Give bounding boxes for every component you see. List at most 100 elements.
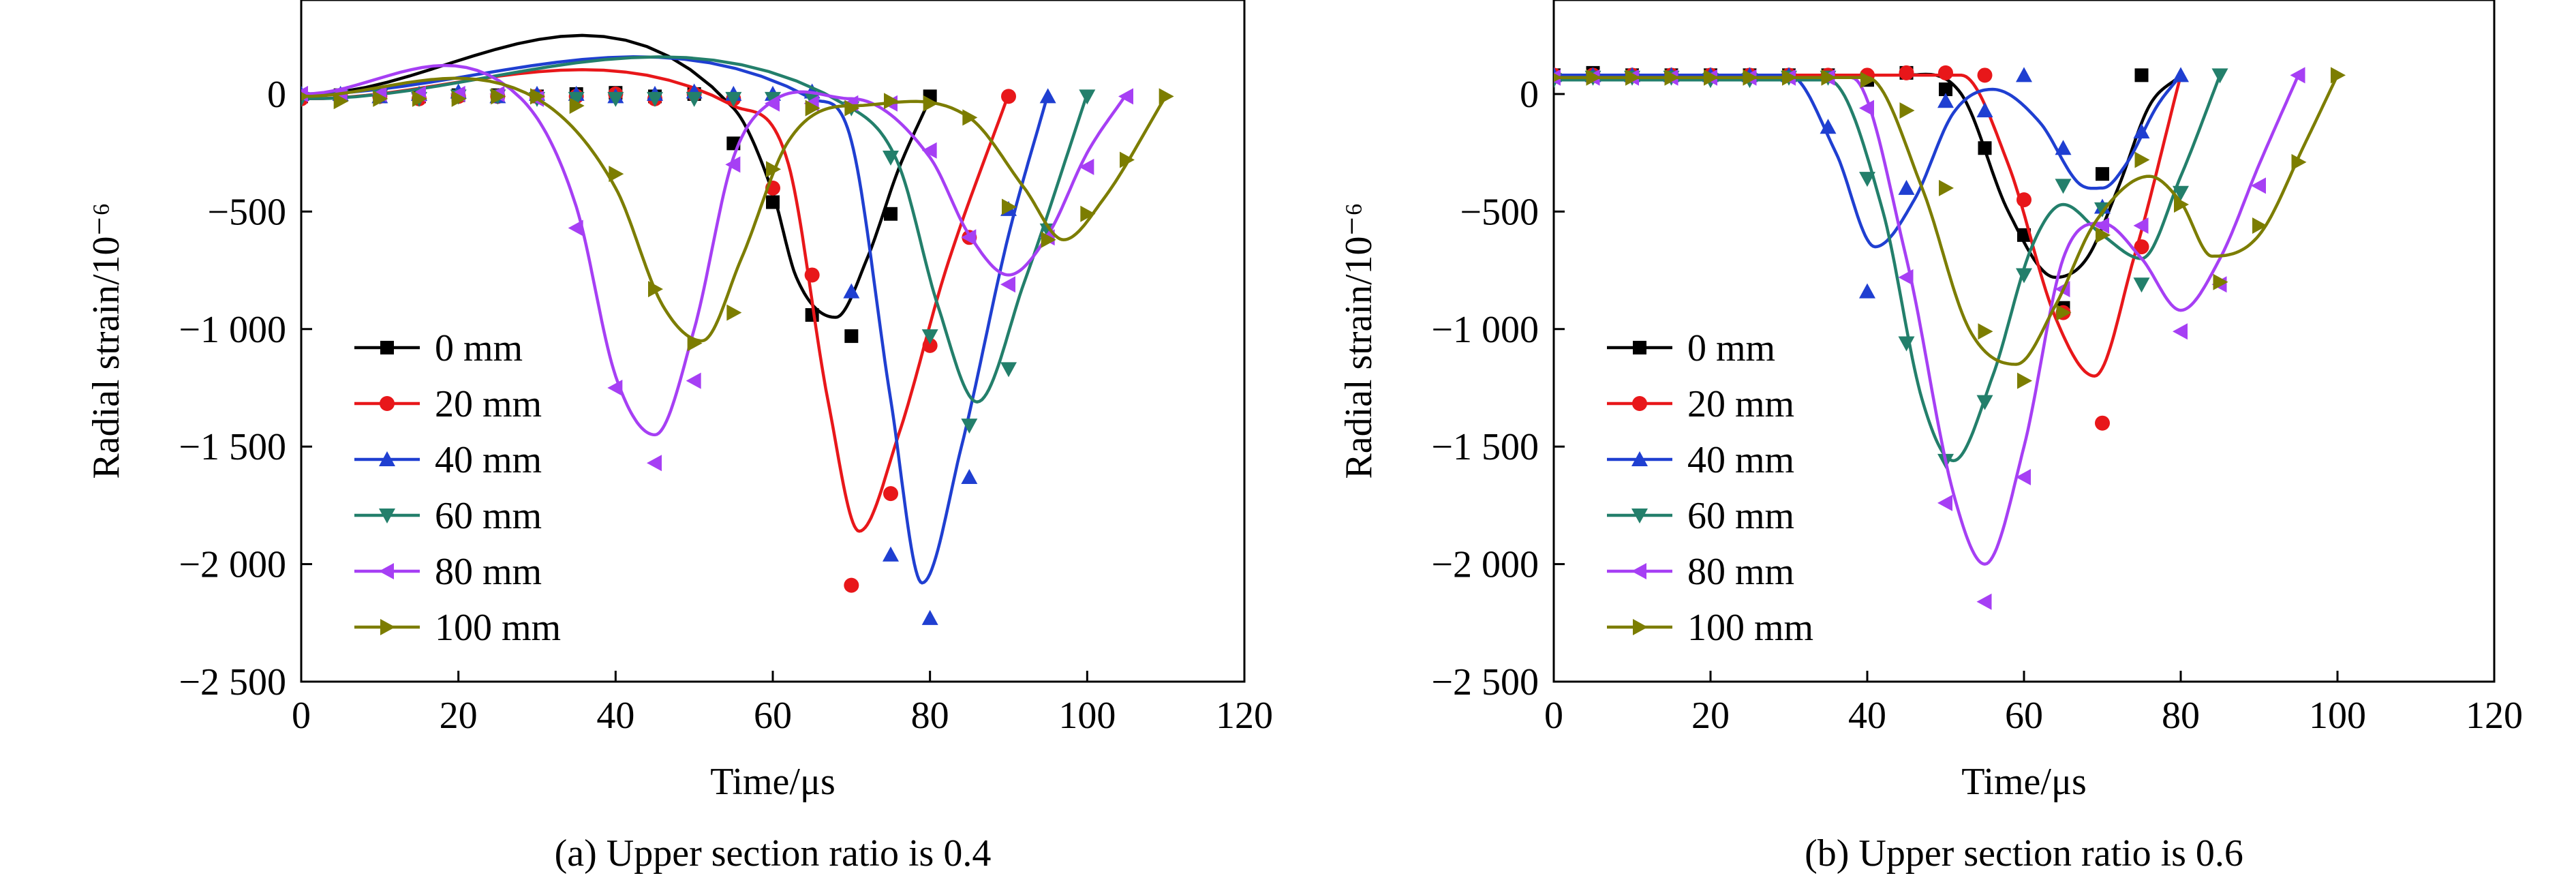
data-point [1079, 158, 1094, 175]
chart-panel-a: 0 20 40 60 80 100 120 0 −500 −1 000 −1 500 −2 000 −2… [85, 0, 1273, 875]
data-point [568, 219, 583, 237]
data-point [921, 142, 937, 159]
data-point [805, 100, 821, 117]
legend-label: 100 mm [1687, 607, 1813, 649]
series-line [301, 63, 1128, 437]
y-tick-label: −1 500 [1431, 426, 1539, 468]
data-point [2096, 167, 2109, 181]
legend-label: 100 mm [435, 607, 561, 649]
data-point [2056, 304, 2072, 321]
x-tick-label: 60 [2005, 695, 2043, 737]
data-point [1860, 72, 1875, 89]
series-60-mm [1554, 68, 2228, 469]
series-100-mm [1554, 67, 2346, 389]
data-point [844, 577, 859, 593]
legend-label: 20 mm [1687, 383, 1794, 425]
data-point [1079, 89, 1096, 105]
data-point [2252, 217, 2267, 234]
data-point [2016, 469, 2031, 485]
data-point [844, 329, 859, 344]
data-point [607, 91, 624, 107]
data-point [725, 91, 742, 107]
x-axis-title: Time/μs [1961, 761, 2087, 803]
data-point [412, 90, 427, 107]
data-point [844, 100, 860, 117]
data-point [687, 335, 703, 352]
data-point [2173, 185, 2189, 201]
data-point [2133, 123, 2150, 139]
data-point [1586, 69, 1601, 86]
data-point [726, 304, 742, 321]
data-point [1937, 93, 1954, 108]
data-point [1080, 205, 1096, 222]
data-point [921, 329, 938, 345]
data-point [1625, 69, 1640, 86]
data-point [648, 281, 663, 298]
data-point [921, 609, 938, 625]
data-point [883, 151, 899, 166]
legend-label: 80 mm [435, 551, 542, 593]
data-point [1820, 119, 1837, 134]
data-point [2174, 196, 2189, 213]
x-tick-label: 60 [754, 695, 792, 737]
data-point [491, 88, 506, 105]
data-point [1859, 100, 1874, 117]
data-point [1000, 362, 1017, 378]
legend-label: 0 mm [435, 327, 523, 369]
data-point [2291, 153, 2307, 170]
data-point [1002, 198, 1017, 215]
data-point [1976, 395, 1993, 410]
x-tick-label: 0 [1544, 695, 1563, 737]
data-point [2134, 151, 2150, 168]
legend-label: 40 mm [1687, 439, 1794, 481]
data-point [568, 91, 585, 107]
series-100-mm [301, 76, 1174, 352]
data-point [607, 379, 623, 396]
y-tick-label: −2 000 [179, 544, 286, 586]
data-point [1899, 102, 1915, 119]
legend-label: 80 mm [1687, 551, 1794, 593]
data-point [686, 91, 703, 107]
data-point [725, 156, 741, 173]
legend-marker [380, 341, 394, 354]
data-point [1859, 172, 1875, 187]
series-line [1554, 74, 2222, 463]
legend-label: 20 mm [435, 383, 542, 425]
data-point [883, 546, 899, 562]
data-point [647, 91, 663, 107]
legend-label: 60 mm [1687, 495, 1794, 537]
legend-marker [379, 563, 394, 579]
x-tick-label: 40 [1848, 695, 1886, 737]
legend-marker [1633, 619, 1648, 635]
legend-marker [1631, 509, 1648, 524]
data-point [1554, 73, 1562, 82]
data-point [1041, 231, 1056, 248]
y-tick-label: −500 [1460, 191, 1539, 233]
data-point [1899, 65, 1914, 80]
data-point [2096, 226, 2111, 243]
y-tick-label: −2 500 [179, 661, 286, 703]
x-tick-label: 80 [2162, 695, 2200, 737]
series-line [1554, 74, 2340, 366]
data-point [609, 166, 624, 183]
data-point [1898, 336, 1915, 352]
data-point [1937, 494, 1952, 511]
data-point [2173, 67, 2189, 82]
data-point [1664, 69, 1680, 86]
data-point [883, 486, 898, 502]
legend-label: 0 mm [1687, 327, 1775, 369]
figure-caption: (b) Upper section ratio is 0.6 [1805, 832, 2243, 875]
data-point [766, 161, 781, 178]
x-tick-label: 120 [2466, 695, 2523, 737]
data-point [569, 97, 585, 115]
series-line [1554, 74, 2300, 566]
figure-caption: (a) Upper section ratio is 0.4 [555, 832, 992, 875]
data-point [962, 109, 978, 126]
data-point [1782, 69, 1797, 86]
legend-marker [379, 451, 395, 466]
series-20-mm [1554, 65, 2183, 431]
data-point [884, 93, 899, 110]
data-point [1977, 67, 1993, 83]
y-tick-label: −2 000 [1431, 544, 1539, 586]
data-point [1938, 65, 1953, 80]
